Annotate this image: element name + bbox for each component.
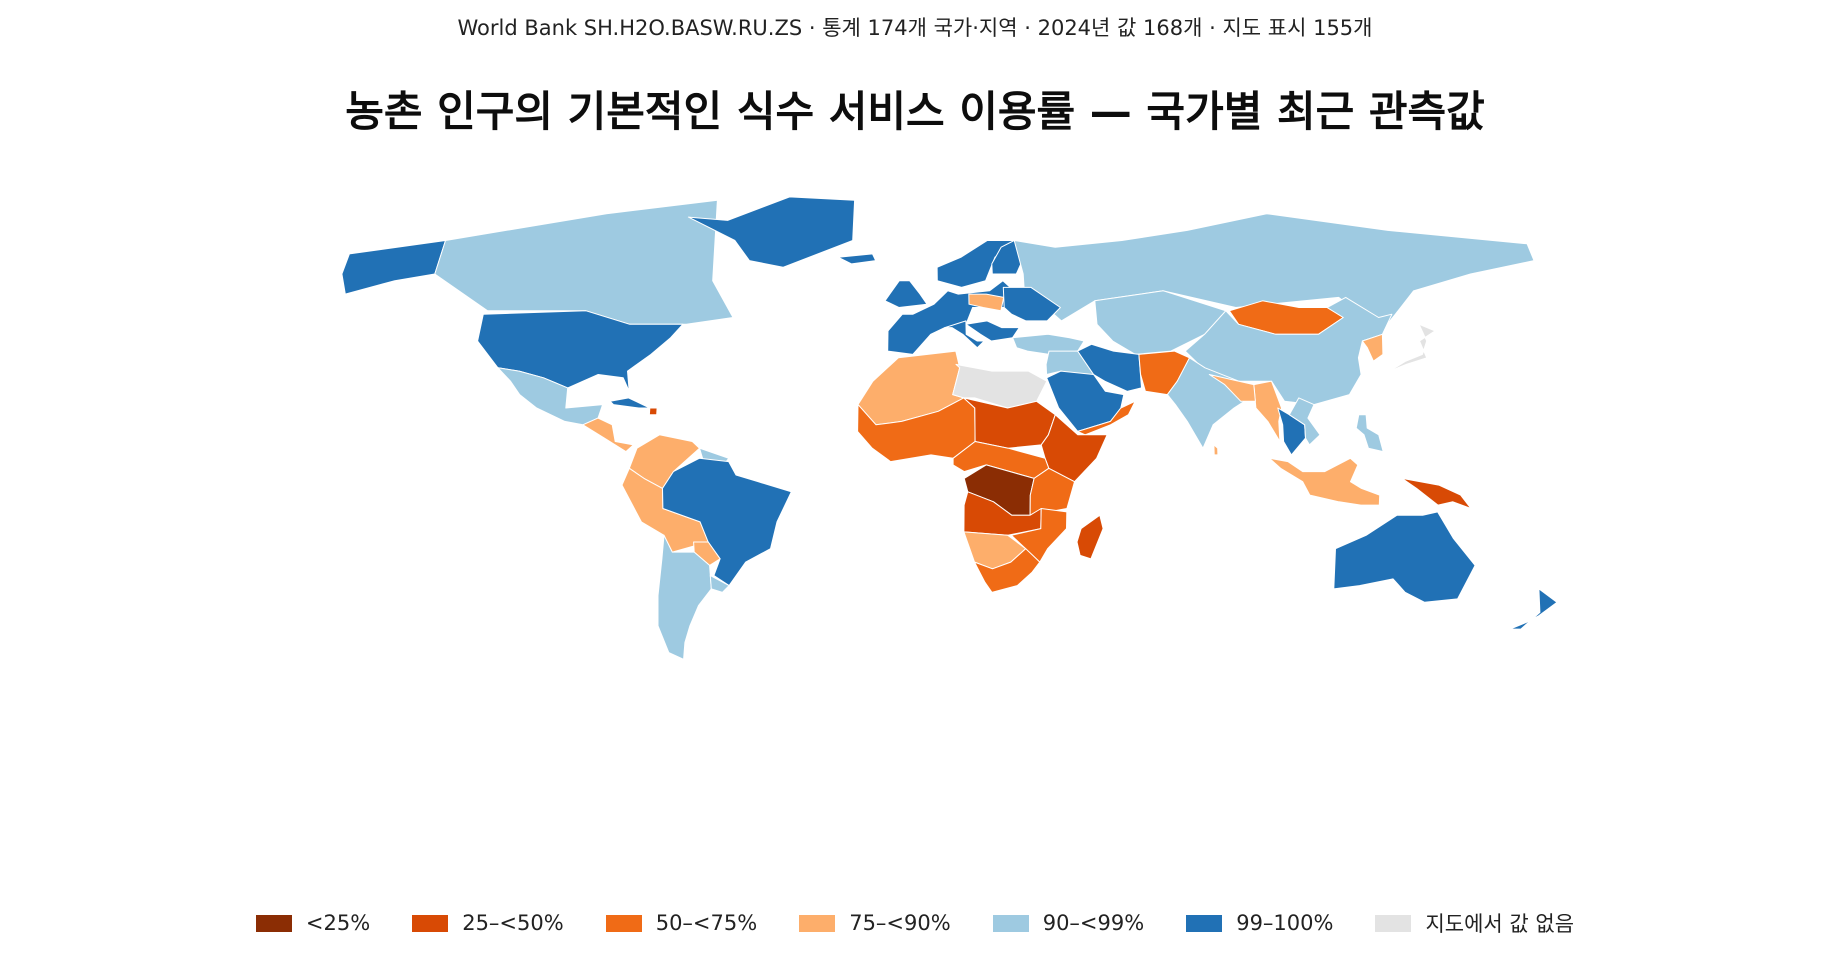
legend-swatch-50-75 bbox=[605, 914, 642, 932]
legend-label-lt25: <25% bbox=[305, 911, 371, 935]
region-myanmar bbox=[1253, 380, 1282, 442]
region-iceland bbox=[837, 253, 877, 265]
legend-swatch-lt25 bbox=[255, 914, 292, 932]
region-sri-lanka bbox=[1213, 444, 1219, 456]
legend-item-50-75: 50–<75% bbox=[605, 911, 758, 935]
legend-item-99-100: 99–100% bbox=[1186, 911, 1333, 935]
legend-label-50-75: 50–<75% bbox=[655, 911, 758, 935]
legend: <25% 25–<50% 50–<75% 75–<90% 90–<99% 99–… bbox=[0, 908, 1830, 938]
legend-item-90-99: 90–<99% bbox=[992, 911, 1145, 935]
region-uruguay bbox=[709, 575, 730, 593]
region-china bbox=[1184, 296, 1393, 406]
region-iran bbox=[1077, 343, 1142, 392]
region-vietnam-laos bbox=[1288, 397, 1321, 446]
map-title: 농촌 인구의 기본적인 식수 서비스 이용률 — 국가별 최근 관측값 bbox=[345, 87, 1485, 136]
region-canada bbox=[434, 199, 734, 325]
region-argentina-chile bbox=[657, 534, 712, 660]
legend-label-90-99: 90–<99% bbox=[1042, 911, 1145, 935]
region-arabian-peninsula bbox=[1046, 370, 1125, 432]
region-korea bbox=[1361, 333, 1384, 362]
region-poland bbox=[968, 293, 1005, 312]
legend-swatch-25-50 bbox=[412, 914, 449, 932]
region-yemen-oman bbox=[1077, 400, 1136, 436]
region-philippines bbox=[1355, 414, 1384, 453]
region-madagascar bbox=[1076, 514, 1104, 560]
region-new-zealand bbox=[1509, 588, 1558, 630]
region-japan bbox=[1389, 323, 1436, 372]
legend-swatch-90-99 bbox=[992, 914, 1029, 932]
legend-swatch-no-data bbox=[1375, 914, 1412, 932]
region-haiti bbox=[648, 407, 658, 416]
legend-label-99-100: 99–100% bbox=[1236, 911, 1334, 935]
region-ukraine-belarus bbox=[1002, 286, 1061, 322]
map-subtitle: World Bank SH.H2O.BASW.RU.ZS · 통계 174개 국… bbox=[457, 16, 1373, 40]
legend-swatch-99-100 bbox=[1186, 914, 1223, 932]
region-brazil bbox=[662, 457, 792, 587]
region-south-africa bbox=[974, 548, 1041, 593]
world-choropleth-map bbox=[341, 196, 1558, 660]
legend-label-25-50: 25–<50% bbox=[462, 911, 564, 935]
region-alaska bbox=[341, 240, 446, 295]
region-australia bbox=[1333, 511, 1476, 603]
legend-label-75-90: 75–<90% bbox=[849, 911, 951, 935]
legend-item-no-data: 지도에서 값 없음 bbox=[1375, 908, 1574, 938]
region-central-america bbox=[582, 417, 634, 453]
legend-label-no-data: 지도에서 값 없음 bbox=[1425, 912, 1575, 936]
region-cuba-caribbean bbox=[609, 397, 651, 409]
region-uk-ireland bbox=[884, 280, 928, 308]
region-balkans bbox=[965, 320, 1020, 342]
legend-item-25-50: 25–<50% bbox=[412, 911, 564, 935]
region-greenland bbox=[687, 196, 856, 268]
region-italy bbox=[944, 320, 985, 349]
legend-item-75-90: 75–<90% bbox=[799, 911, 951, 935]
region-indonesia bbox=[1268, 457, 1381, 506]
region-nepal-bangladesh bbox=[1208, 374, 1256, 402]
legend-swatch-75-90 bbox=[799, 914, 836, 932]
legend-item-lt25: <25% bbox=[255, 911, 371, 935]
region-new-guinea bbox=[1401, 477, 1472, 509]
region-paraguay bbox=[693, 541, 721, 566]
